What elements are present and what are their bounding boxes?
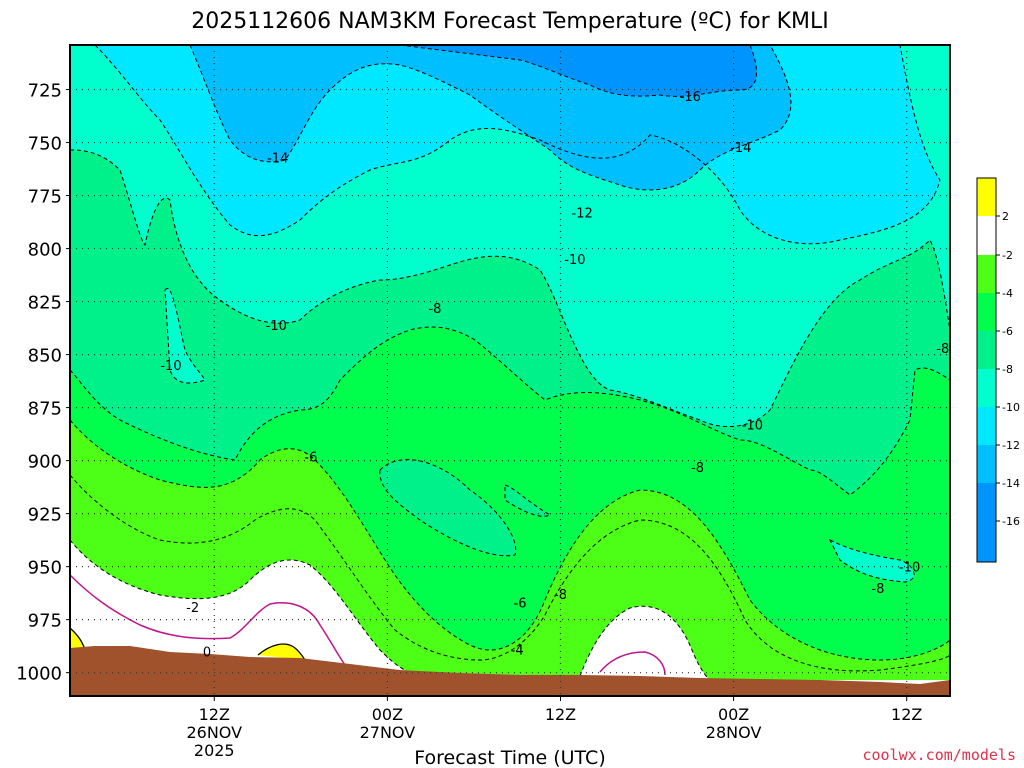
y-tick-label-750: 750	[28, 134, 62, 155]
colorbar-swatch-7	[977, 445, 996, 483]
band-below-minus16-left	[240, 45, 330, 65]
colorbar-swatch-1	[977, 216, 996, 255]
x-tick-sublabel-3-0: 28NOV	[706, 723, 762, 742]
colorbar-label-8: -16	[1002, 515, 1020, 528]
contour-label-13: -8	[871, 582, 884, 597]
island-minus12-left	[165, 288, 205, 383]
contour-label-8: -10	[899, 561, 920, 576]
contour-lines	[70, 45, 950, 681]
island-minus12-right	[830, 540, 915, 582]
y-tick-label-950: 950	[28, 558, 62, 579]
contour-label-18: 0	[203, 645, 211, 660]
x-axis-label: Forecast Time (UTC)	[414, 747, 605, 768]
colorbar-swatch-2	[977, 255, 996, 293]
contour-label-12: -8	[554, 588, 567, 603]
contour-label-14: -6	[304, 450, 317, 465]
colorbar-swatch-6	[977, 407, 996, 445]
contour-label-2: -14	[730, 141, 751, 156]
contour-label-10: -8	[936, 342, 949, 357]
colorbar-label-1: -2	[1002, 249, 1013, 262]
band-above-zero-left	[70, 628, 85, 652]
contour-label-6: -10	[160, 359, 181, 374]
y-tick-label-975: 975	[28, 611, 62, 632]
x-tick-label-3: 00Z	[718, 705, 749, 724]
island-minus10-b	[505, 485, 550, 517]
band-below-minus16	[400, 45, 757, 97]
colorbar-label-6: -12	[1002, 439, 1020, 452]
x-tick-sublabel-0-1: 2025	[194, 741, 235, 760]
colorbar-swatch-9	[977, 521, 996, 562]
x-tick-label-4: 12Z	[891, 705, 922, 724]
x-tick-label-0: 12Z	[199, 705, 230, 724]
contour-label-4: -10	[564, 253, 585, 268]
island-minus10-a	[379, 459, 516, 556]
colorbar-label-4: -8	[1002, 363, 1013, 376]
y-tick-label-800: 800	[28, 240, 62, 261]
terrain	[70, 646, 950, 696]
colorbar-swatch-3	[977, 293, 996, 331]
y-tick-label-1000: 1000	[16, 664, 62, 685]
contour-label-1: -14	[267, 151, 288, 166]
contour-label-9: -8	[428, 302, 441, 317]
x-tick-sublabel-0-0: 26NOV	[186, 723, 242, 742]
magenta-contour-left	[70, 574, 346, 666]
colorbar: 2 -2 -4 -6 -8 -10 -12 -14 -16	[976, 177, 1020, 563]
colorbar-swatch-0	[977, 178, 996, 216]
colorbar-label-5: -10	[1002, 401, 1020, 414]
magenta-contour-right	[599, 651, 666, 676]
y-tick-label-875: 875	[28, 399, 62, 420]
contour-label-17: -2	[186, 601, 199, 616]
credit-link[interactable]: coolwx.com/models	[862, 746, 1016, 764]
y-tick-label-900: 900	[28, 452, 62, 473]
y-tick-label-725: 725	[28, 81, 62, 102]
contour-labels: -16 -14 -14 -12 -10 -10 -10 -10 -10 -8 -8 -8 -8 -8 -6 -…	[160, 90, 949, 661]
y-tick-label-775: 775	[28, 187, 62, 208]
y-tick-label-825: 825	[28, 293, 62, 314]
contour-label-0: -16	[680, 90, 701, 105]
filled-contours	[70, 45, 950, 696]
colorbar-swatch-4	[977, 331, 996, 369]
contour-label-11: -8	[691, 461, 704, 476]
contour-label-3: -12	[572, 207, 593, 222]
colorbar-swatch-5	[977, 369, 996, 407]
contour-label-16: -4	[511, 643, 524, 658]
grid	[70, 45, 950, 696]
colorbar-label-7: -14	[1002, 477, 1020, 490]
y-axis: 725 750 775 800 825 850 875 900 925 950 975 1000	[16, 81, 70, 685]
contour-label-15: -6	[514, 597, 527, 612]
chart-title: 2025112606 NAM3KM Forecast Temperature (…	[191, 9, 829, 34]
contour-label-7: -10	[742, 419, 763, 434]
plot-frame	[69, 44, 951, 697]
y-tick-label-850: 850	[28, 346, 62, 367]
y-tick-label-925: 925	[28, 505, 62, 526]
x-tick-sublabel-1-0: 27NOV	[360, 723, 416, 742]
x-tick-label-2: 12Z	[545, 705, 576, 724]
colorbar-label-2: -4	[1002, 287, 1013, 300]
x-tick-label-1: 00Z	[372, 705, 403, 724]
colorbar-swatch-8	[977, 483, 996, 521]
contour-label-5: -10	[266, 319, 287, 334]
colorbar-label-0: 2	[1002, 210, 1009, 223]
colorbar-label-3: -6	[1002, 325, 1013, 338]
colorbar-frame	[976, 177, 997, 563]
